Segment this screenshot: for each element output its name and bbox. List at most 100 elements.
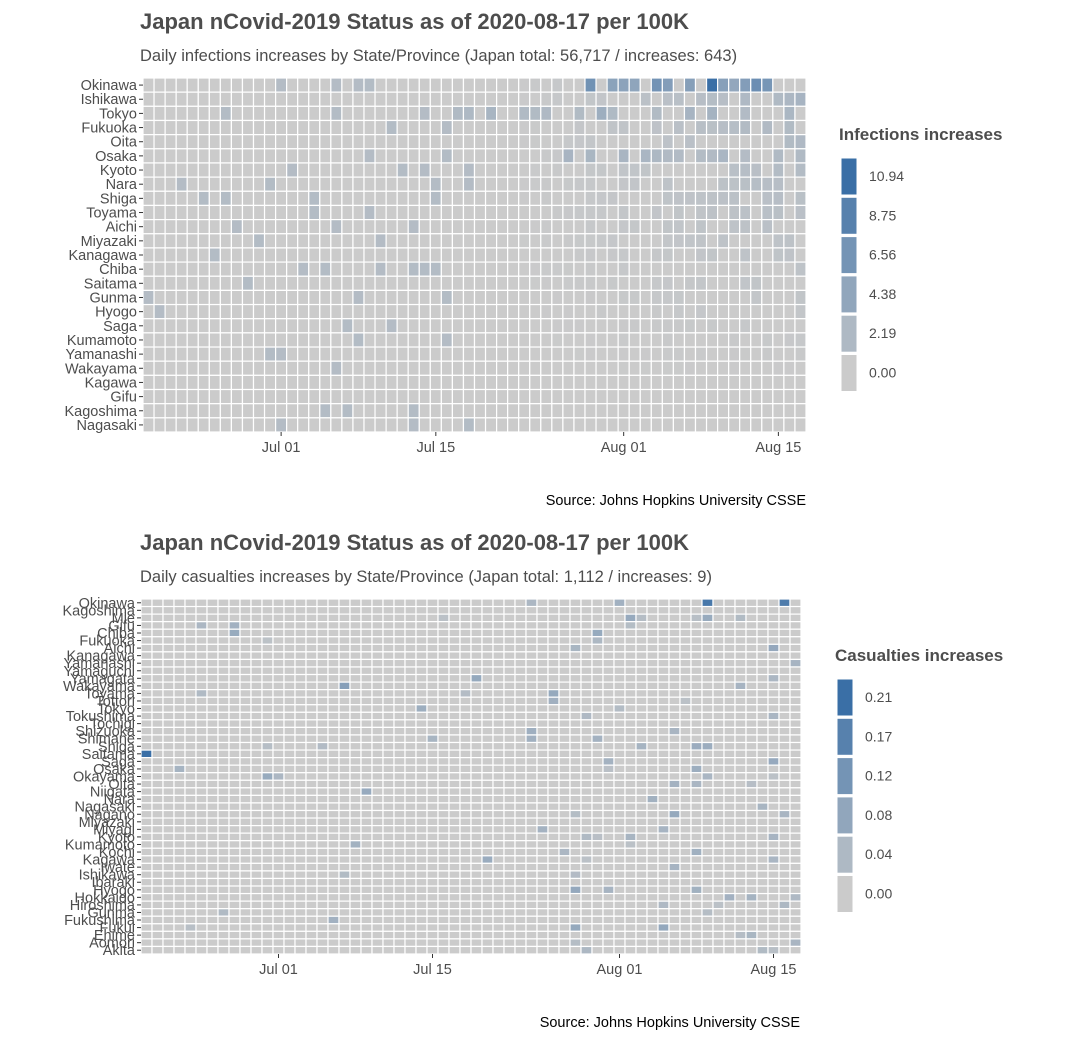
heatmap-cell [606,303,619,320]
heatmap-cell [492,809,505,819]
heatmap-cell [418,360,431,376]
heatmap-cell [250,741,263,751]
heatmap-cell [239,621,252,630]
heatmap-cell [393,817,406,827]
heatmap-cell [584,403,597,419]
heatmap-cell [668,794,681,804]
heatmap-cell [252,77,266,93]
heatmap-cell [415,704,428,713]
heatmap-cell [305,741,318,751]
heatmap-cell [330,303,343,320]
heatmap-cell [393,847,406,857]
heatmap-cell [705,134,719,150]
heatmap-cell [261,945,274,955]
heatmap-cell [440,219,454,235]
heatmap-cell [272,802,285,812]
heatmap-cell [197,134,210,150]
heatmap-cell [562,91,575,107]
heatmap-cell [668,628,681,638]
heatmap-cell [462,360,476,376]
heatmap-cell [525,945,538,955]
heatmap-cell [360,598,373,608]
heatmap-cell [228,809,241,819]
heatmap-cell [385,134,398,150]
heatmap-cell [606,162,619,178]
heatmap-cell [415,681,428,691]
heatmap-cell [239,802,252,812]
heatmap-cell [352,190,365,207]
heatmap-cell [778,908,791,917]
heatmap-cell [591,862,604,872]
heatmap-cell [734,689,747,698]
heatmap-cell [230,261,244,277]
heatmap-cell [426,825,439,834]
heatmap-cell [496,119,509,136]
heatmap-cell [778,885,791,895]
heatmap-cell [794,204,807,221]
heatmap-cell [349,802,362,812]
heatmap-cell [525,885,538,895]
heatmap-cell [263,303,277,320]
heatmap-cell [750,332,763,348]
heatmap-cell [723,870,736,880]
heatmap-cell [140,809,153,819]
heatmap-cell [481,696,494,706]
heatmap-cell [723,673,736,683]
heatmap-cell [228,696,241,706]
heatmap-cell [217,892,230,902]
heatmap-cell [418,318,431,334]
y-tick-label: Kagawa [83,853,136,869]
heatmap-cell [679,711,692,721]
heatmap-cell [263,289,277,306]
heatmap-cell [547,719,560,729]
heatmap-cell [164,346,177,362]
heatmap-cell [195,862,208,872]
heatmap-cell [197,204,210,221]
heatmap-cell [602,636,615,645]
heatmap-cell [239,689,252,698]
heatmap-cell [481,636,494,645]
heatmap-cell [723,741,736,751]
heatmap-cell [206,938,219,948]
heatmap-cell [690,598,703,608]
heatmap-cell [217,877,230,887]
heatmap-cell [635,794,648,804]
heatmap-cell [591,673,604,683]
heatmap-cell [734,658,747,668]
heatmap-cell [683,303,697,320]
heatmap-cell [305,870,318,880]
heatmap-cell [426,741,439,751]
heatmap-cell [646,764,659,774]
heatmap-cell [536,772,549,781]
heatmap-cell [261,734,274,744]
heatmap-cell [195,938,208,948]
heatmap-cell [385,289,398,306]
heatmap-cell [382,621,395,630]
heatmap-cell [613,628,626,638]
heatmap-cell [316,673,329,683]
heatmap-cell [624,923,637,932]
heatmap-cell [228,719,241,729]
heatmap-cell [415,605,428,615]
heatmap-cell [418,134,431,150]
heatmap-cell [341,261,354,277]
heatmap-cell [228,681,241,691]
heatmap-cell [624,689,637,698]
heatmap-cell [305,658,318,668]
heatmap-cell [558,892,571,902]
heatmap-cell [745,930,758,940]
heatmap-cell [492,938,505,948]
heatmap-cell [745,734,758,744]
heatmap-cell [404,862,417,872]
heatmap-cell [151,711,164,721]
y-tick-label: Tokyo [97,702,135,718]
heatmap-cell [275,388,288,405]
heatmap-cell [305,825,318,834]
heatmap-cell [728,119,741,136]
heatmap-cell [206,892,219,902]
heatmap-cell [507,275,520,291]
heatmap-cell [650,148,663,164]
heatmap-cell [228,825,241,834]
heatmap-cell [407,190,420,207]
heatmap-cell [206,794,219,804]
